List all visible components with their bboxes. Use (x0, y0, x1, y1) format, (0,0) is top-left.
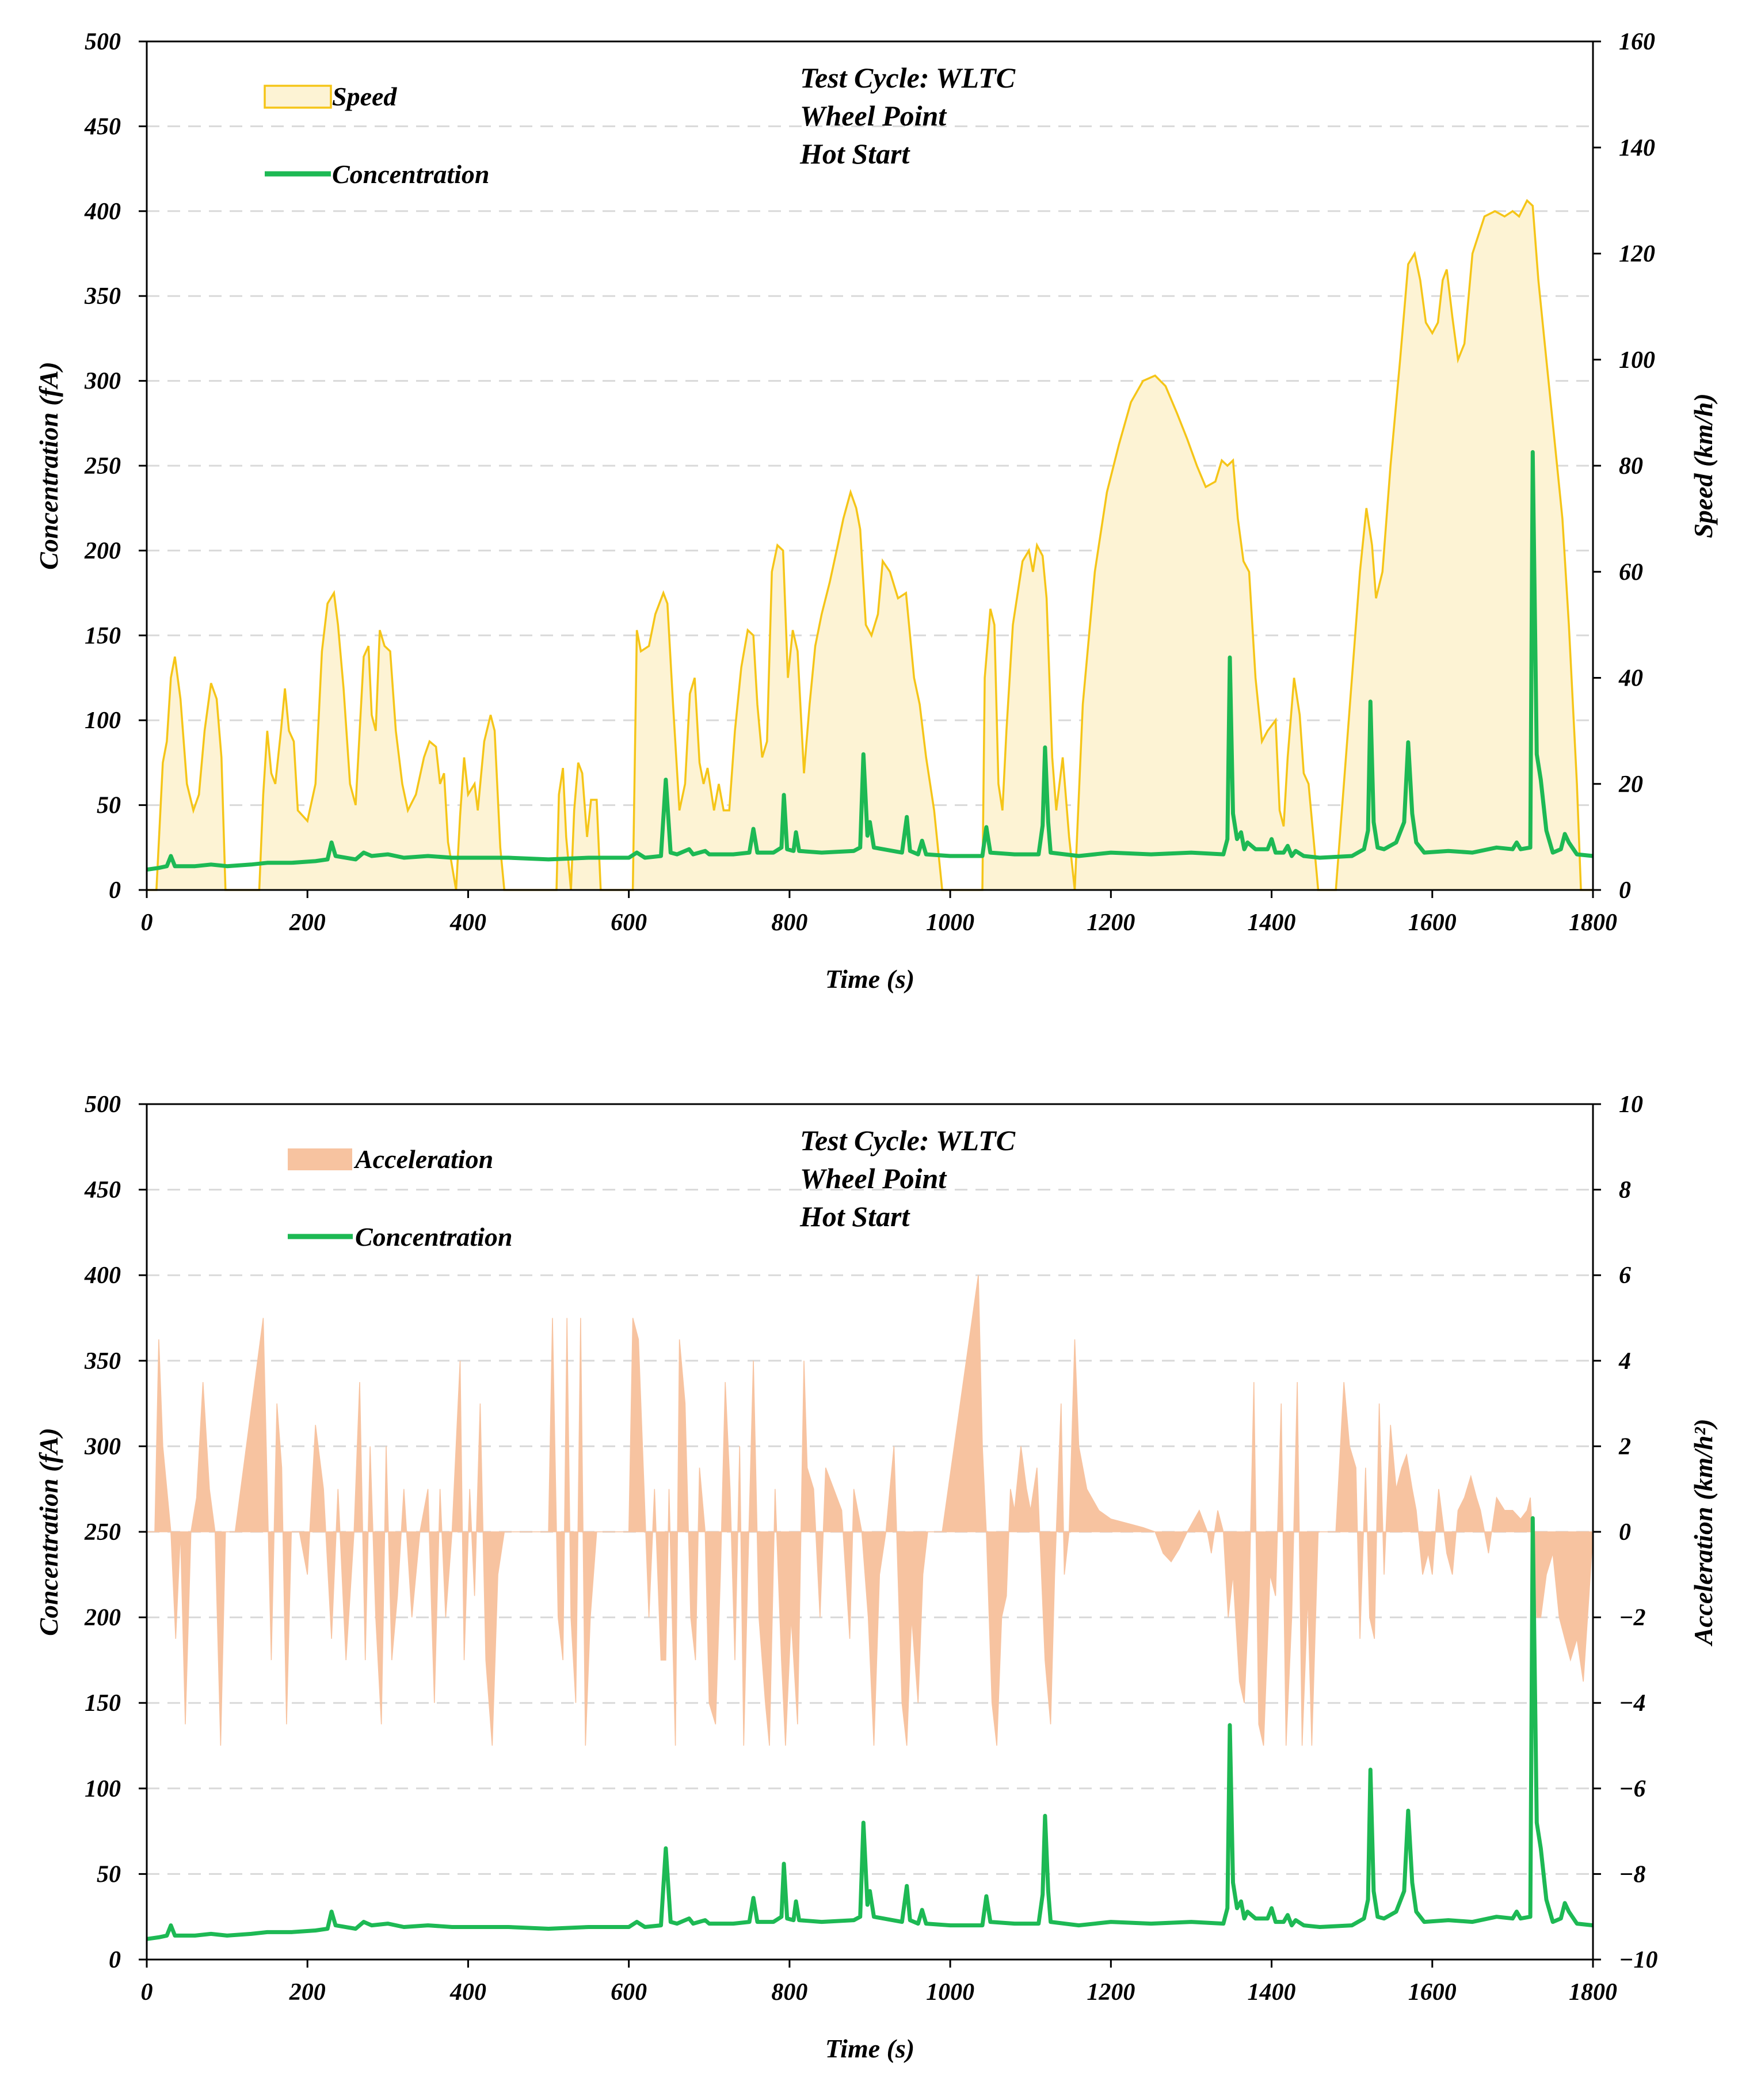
y-left-tick-label: 500 (85, 29, 121, 55)
acceleration-area (147, 1275, 1594, 1746)
y-right-tick-label: −6 (1619, 1776, 1645, 1802)
y-right-tick-label: 20 (1618, 771, 1643, 798)
x-tick-label: 1800 (1569, 910, 1617, 936)
y-left-tick-label: 300 (84, 1433, 121, 1460)
x-tick-label: 200 (289, 910, 326, 936)
y-right-tick-label: 140 (1619, 135, 1655, 161)
x-tick-label: 600 (611, 910, 647, 936)
chart-panel-2: 0 200 400 600 800 1000 1200 1400 1600 18000501001… (34, 1091, 1718, 2063)
annotation-text: Hot Start (799, 1200, 910, 1232)
y-left-tick-label: 50 (97, 1861, 121, 1888)
y-left-tick-label: 50 (97, 793, 121, 819)
y-left-tick-label: 400 (84, 1262, 121, 1289)
y-right-tick-label: −10 (1619, 1947, 1657, 1973)
y-right-tick-label: −8 (1619, 1861, 1645, 1888)
x-tick-label: 1200 (1087, 910, 1135, 936)
x-tick-label: 1000 (926, 910, 974, 936)
x-tick-label: 800 (771, 910, 807, 936)
y-right-tick-label: 160 (1619, 29, 1655, 55)
y-left-tick-label: 450 (84, 1177, 121, 1204)
y-right-axis-title: Acceleration (km/h²) (1689, 1418, 1718, 1646)
y-left-tick-label: 350 (84, 1348, 121, 1375)
y-right-tick-label: 120 (1619, 241, 1655, 268)
y-left-tick-label: 250 (84, 453, 121, 480)
y-right-axis-title: Speed (km/h) (1689, 393, 1718, 538)
concentration-line (146, 450, 1594, 872)
x-tick-label: 800 (771, 1979, 807, 2006)
x-axis-title: Time (s) (825, 964, 914, 994)
legend-swatch-speed (264, 85, 332, 109)
y-left-tick-label: 150 (85, 623, 121, 649)
x-tick-label: 1800 (1569, 1979, 1617, 2006)
y-left-tick-label: 0 (109, 1947, 121, 1973)
x-tick-label: 400 (449, 1979, 486, 2006)
x-tick-label: 1600 (1408, 910, 1457, 936)
y-left-tick-label: 200 (84, 538, 121, 564)
legend: Speed Concentration (264, 82, 490, 189)
legend: Acceleration Concentration (288, 1144, 513, 1251)
y-right-tick-label: 80 (1619, 453, 1643, 480)
y-left-tick-label: 350 (84, 283, 121, 310)
x-tick-label: 0 (141, 1979, 153, 2006)
x-tick-label: 1400 (1248, 1979, 1296, 2006)
legend-label-concentration: Concentration (332, 159, 490, 189)
y-left-tick-label: 300 (84, 368, 121, 395)
x-tick-label: 1400 (1248, 910, 1296, 936)
x-tick-label: 1000 (926, 1979, 974, 2006)
y-left-tick-label: 100 (85, 1776, 121, 1802)
x-tick-label: 400 (449, 910, 486, 936)
annotation-text: Wheel Point (800, 1162, 947, 1194)
y-right-tick-label: 60 (1619, 559, 1643, 585)
legend-label-speed: Speed (332, 82, 397, 111)
y-left-tick-label: 200 (84, 1605, 121, 1631)
y-right-tick-label: −4 (1619, 1690, 1645, 1717)
y-right-tick-label: 40 (1618, 665, 1643, 692)
y-right-tick-label: 8 (1619, 1177, 1631, 1204)
annotation-text: Test Cycle: WLTC (800, 62, 1016, 94)
legend-label-concentration: Concentration (355, 1222, 513, 1251)
y-left-tick-label: 250 (84, 1519, 121, 1546)
y-right-tick-label: 2 (1618, 1433, 1631, 1460)
annotation-text: Test Cycle: WLTC (800, 1124, 1016, 1156)
y-right-tick-label: 10 (1619, 1091, 1643, 1118)
annotation-text: Wheel Point (800, 100, 947, 132)
chart-panel-1: 0 200 400 600 800 1000 1200 1400 1600 18000501001… (34, 29, 1718, 994)
y-right-tick-label: 0 (1619, 1519, 1631, 1546)
y-left-tick-label: 0 (109, 877, 121, 904)
y-left-tick-label: 100 (85, 707, 121, 734)
y-right-tick-label: −2 (1619, 1605, 1645, 1631)
y-left-tick-label: 150 (85, 1690, 121, 1717)
x-tick-label: 0 (141, 910, 153, 936)
x-tick-label: 1200 (1087, 1979, 1135, 2006)
y-right-tick-label: 6 (1619, 1262, 1631, 1289)
y-right-tick-label: 100 (1619, 347, 1655, 374)
x-tick-label: 200 (289, 1979, 326, 2006)
concentration-line (146, 1516, 1594, 1941)
y-left-tick-label: 400 (84, 199, 121, 225)
y-left-tick-label: 500 (85, 1091, 121, 1118)
x-tick-label: 1600 (1408, 1979, 1457, 2006)
annotation-text: Hot Start (799, 138, 910, 170)
x-axis-title: Time (s) (825, 2034, 914, 2063)
y-right-tick-label: 4 (1618, 1348, 1631, 1375)
legend-label-acceleration: Acceleration (353, 1144, 493, 1174)
y-left-axis-title: Concentration (fA) (34, 1428, 63, 1636)
y-right-tick-label: 0 (1619, 877, 1631, 904)
y-left-axis-title: Concentration (fA) (34, 362, 63, 570)
x-tick-label: 600 (611, 1979, 647, 2006)
y-left-tick-label: 450 (84, 113, 121, 140)
speed-area (147, 200, 1593, 890)
legend-swatch-acceleration (288, 1148, 352, 1170)
